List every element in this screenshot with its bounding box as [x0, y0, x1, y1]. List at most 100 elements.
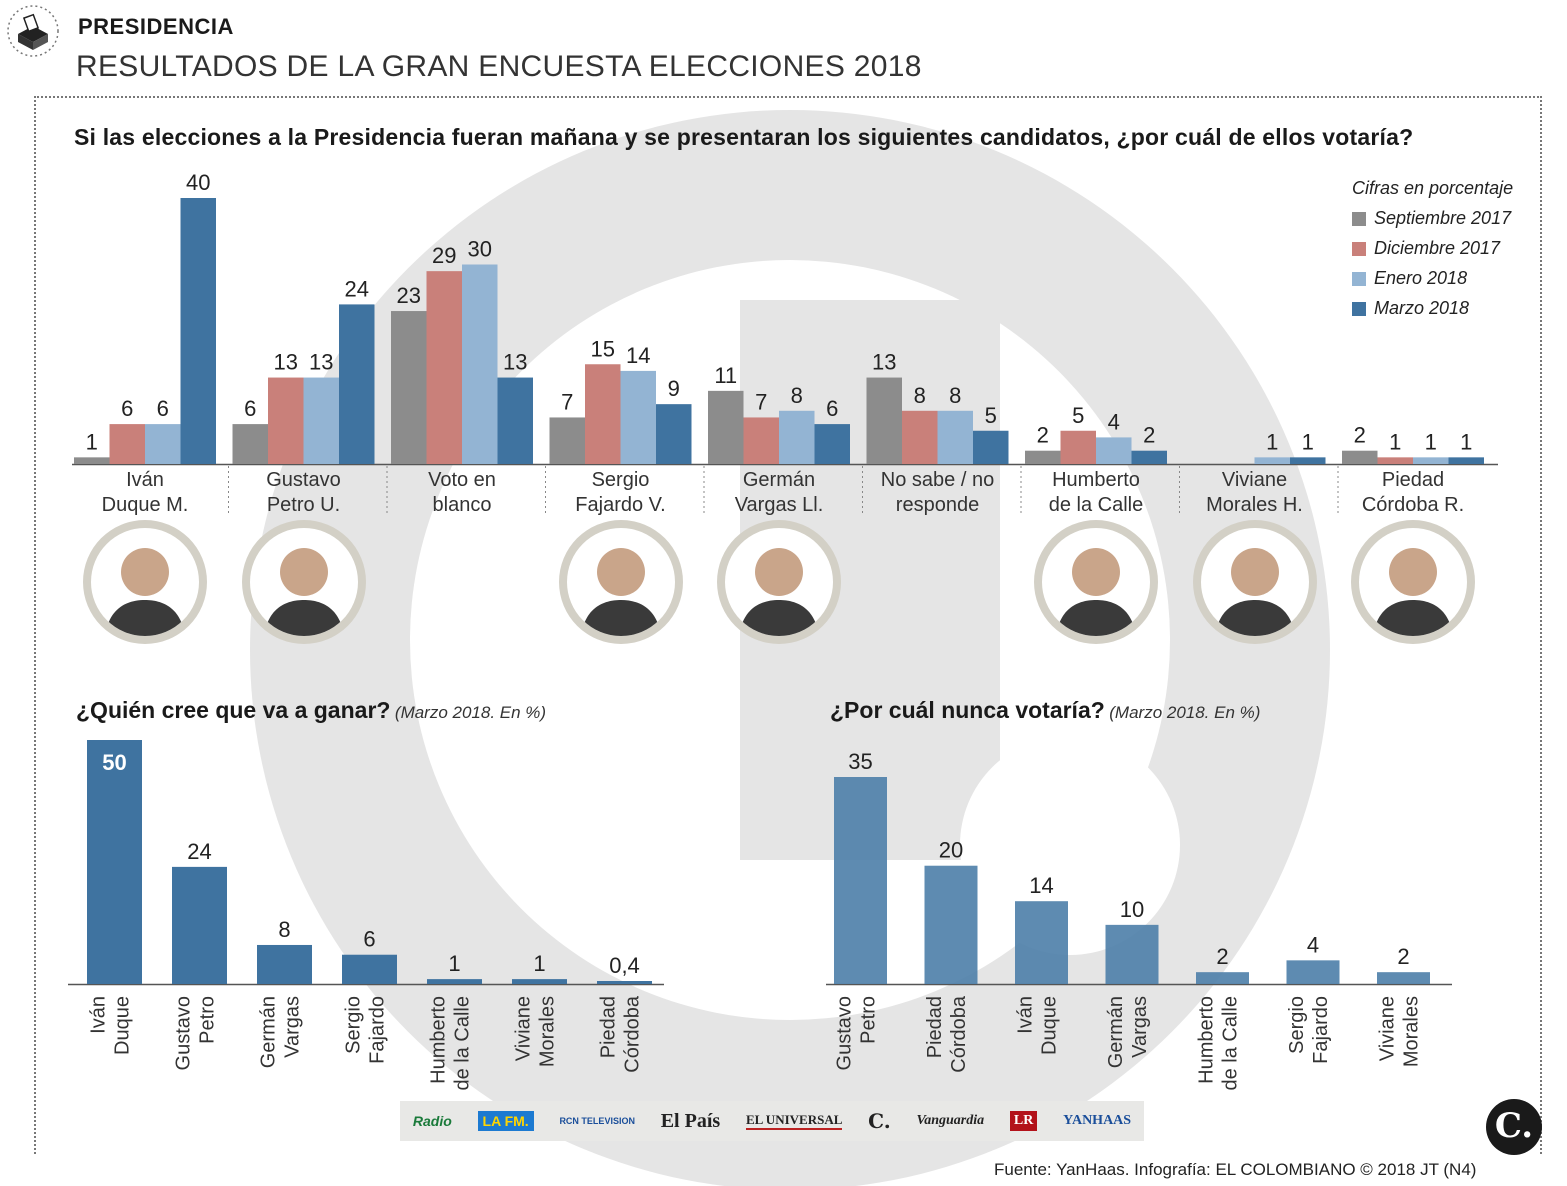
candidate-photo [558, 520, 683, 644]
bar-value-label: 4 [1307, 932, 1319, 957]
bar-value-label: 8 [914, 383, 926, 408]
bar-1-4 [1196, 972, 1249, 984]
category-label: de la Calle [452, 996, 474, 1091]
portrait-icon [249, 528, 358, 636]
candidate-name-line: Morales H. [1206, 494, 1303, 516]
bar-value-label: 13 [503, 350, 527, 375]
bar-0-3 [549, 417, 585, 464]
candidate-name-line: Humberto [1052, 469, 1140, 491]
bar-value-label: 24 [345, 276, 369, 301]
bar-value-label: 2 [1397, 944, 1409, 969]
bar-1-8 [1377, 457, 1413, 464]
candidate-name: No sabe / no responde [863, 468, 1013, 518]
bar-3-0 [180, 198, 216, 464]
category-label: Viviane [513, 996, 535, 1061]
candidate-name: Gustavo Petro U. [229, 468, 379, 518]
category-label: Petro [858, 996, 880, 1044]
section-kicker: PRESIDENCIA [78, 14, 234, 39]
bar-value-label: 5 [1072, 403, 1084, 428]
bar-value-label: 13 [274, 350, 298, 375]
bar-value-label: 8 [949, 383, 961, 408]
candidate-name: Sergio Fajardo V. [546, 468, 696, 518]
bar-value-label: 4 [1108, 409, 1120, 434]
bar-value-label: 7 [561, 389, 573, 414]
category-label: Piedad [924, 996, 946, 1058]
category-label: Morales [537, 996, 559, 1067]
rcn-tv-logo: RCN TELEVISION [559, 1116, 635, 1126]
category-label: Duque [112, 996, 134, 1055]
legend-swatch [1352, 211, 1366, 226]
bar-0-5 [512, 979, 567, 984]
rcn-radio-logo: Radio [412, 1113, 452, 1129]
category-label: Iván [1015, 996, 1037, 1034]
candidate-photo [717, 520, 841, 644]
bar-value-label: 1 [1460, 429, 1472, 454]
portrait-icon [725, 528, 833, 636]
bar-1-0 [109, 424, 145, 464]
la-republica-logo: LR [1009, 1111, 1038, 1131]
candidate-name-line: Voto en [428, 469, 496, 491]
bar-2-3 [620, 370, 656, 464]
category-label: Morales [1401, 996, 1423, 1067]
winner-chart-note: (Marzo 2018. En %) [394, 703, 547, 722]
category-label: Humberto [1196, 996, 1218, 1084]
bar-value-label: 6 [363, 927, 375, 952]
candidate-name-line: Duque M. [101, 494, 189, 516]
winner-chart-title: ¿Quién cree que va a ganar? [76, 697, 391, 723]
category-label: Fajardo [1310, 996, 1332, 1064]
category-label: Sergio [343, 996, 365, 1054]
candidate-name-line: responde [895, 494, 980, 516]
legend-swatch [1352, 271, 1366, 286]
el-colombiano-logo: C. [868, 1109, 891, 1133]
bar-value-label: 2 [1143, 423, 1155, 448]
bar-0-8 [1342, 450, 1378, 464]
bar-0-5 [866, 377, 902, 464]
bar-3-3 [656, 404, 692, 464]
candidate-name-line: de la Calle [1048, 494, 1144, 516]
bar-value-label: 2 [1216, 944, 1228, 969]
portrait-icon [91, 528, 199, 636]
bar-value-label: 2 [1037, 423, 1049, 448]
bar-value-label: 23 [397, 283, 421, 308]
never-chart-note: (Marzo 2018. En %) [1109, 703, 1261, 722]
legend-item-sep2017: Septiembre 2017 [1352, 208, 1511, 229]
bar-value-label: 1 [86, 429, 98, 454]
category-label: Duque [1039, 996, 1061, 1055]
bar-2-1 [303, 377, 339, 464]
bar-2-2 [462, 264, 498, 464]
page-title: RESULTADOS DE LA GRAN ENCUESTA ELECCIONE… [76, 50, 922, 83]
bar-value-label: 11 [714, 363, 737, 388]
bar-value-label: 1 [533, 951, 545, 976]
bar-3-6 [1131, 450, 1167, 464]
bar-value-label: 1 [1389, 429, 1401, 454]
bar-value-label: 1 [1266, 429, 1278, 454]
candidate-name-line: Germán [742, 469, 816, 491]
bar-1-2 [1015, 901, 1068, 984]
bar-value-label: 13 [872, 350, 896, 375]
category-label: Viviane [1377, 996, 1399, 1061]
bar-1-3 [585, 364, 621, 464]
bar-1-6 [1377, 972, 1430, 984]
bar-0-6 [1025, 450, 1061, 464]
legend-item-dic2017: Diciembre 2017 [1352, 238, 1500, 259]
candidate-photo [1192, 520, 1317, 644]
legend-item-ene2018: Enero 2018 [1352, 268, 1467, 289]
bar-value-label: 14 [1029, 873, 1053, 898]
main-chart-title: Si las elecciones a la Presidencia fuera… [74, 124, 1414, 150]
bar-1-1 [268, 377, 304, 464]
bar-value-label: 5 [985, 403, 997, 428]
bar-value-label: 15 [591, 336, 615, 361]
category-label: Humberto [428, 996, 450, 1084]
candidate-name-line: Petro U. [266, 494, 341, 516]
bar-3-2 [497, 377, 533, 464]
category-label: Germán [258, 996, 280, 1068]
bar-value-label: 8 [791, 383, 803, 408]
category-label: Iván [88, 996, 110, 1034]
bar-value-label: 8 [278, 917, 290, 942]
never-chart-title: ¿Por cuál nunca votaría? [830, 697, 1105, 723]
legend-swatch [1352, 301, 1366, 316]
bar-value-label: 14 [626, 343, 650, 368]
candidate-name: Viviane Morales H. [1180, 468, 1330, 518]
